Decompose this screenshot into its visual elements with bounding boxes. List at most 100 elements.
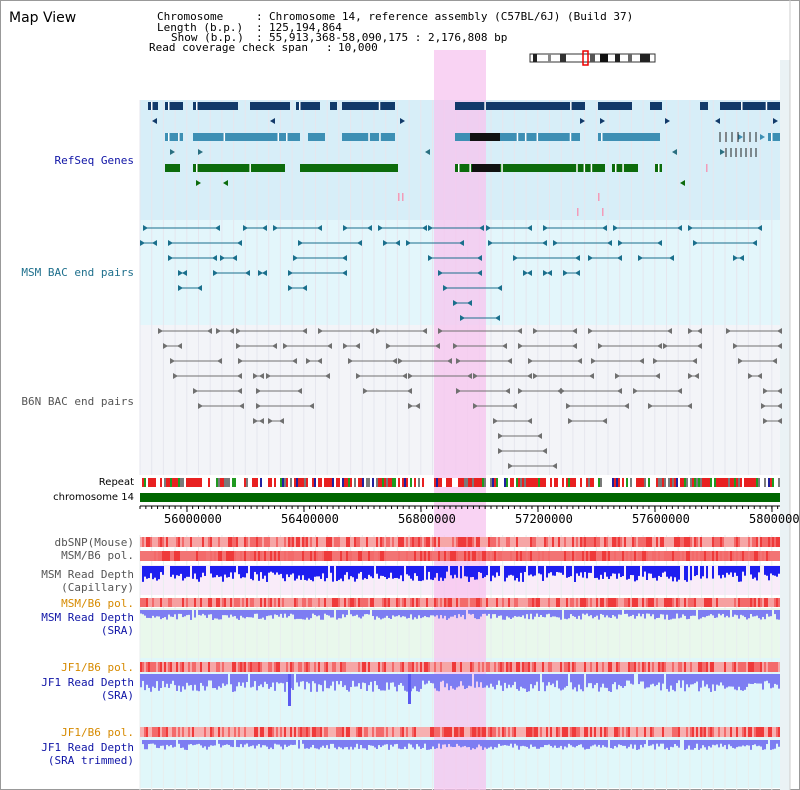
read-depth-bar — [620, 610, 622, 615]
read-depth-bar — [466, 566, 468, 577]
track-label-msm-depth-capillary[interactable]: MSM Read Depth — [41, 568, 134, 581]
polymorphism-segment — [554, 727, 556, 737]
track-label-dbsnp[interactable]: dbSNP(Mouse) — [54, 536, 134, 549]
read-depth-bar — [298, 674, 300, 687]
polymorphism-segment — [290, 537, 292, 547]
read-depth-bar — [504, 610, 506, 620]
repeat-segment — [198, 478, 200, 487]
read-depth-bar — [656, 674, 658, 685]
polymorphism-segment — [240, 598, 242, 607]
polymorphism-segment — [512, 598, 514, 607]
polymorphism-segment — [578, 662, 580, 672]
read-depth-bar — [618, 566, 620, 574]
polymorphism-segment — [698, 662, 700, 672]
read-depth-bar — [754, 740, 756, 745]
polymorphism-segment — [452, 662, 454, 672]
read-depth-bar — [432, 610, 434, 616]
read-depth-bar — [702, 674, 704, 681]
polymorphism-segment — [204, 727, 206, 737]
read-depth-bar — [558, 610, 560, 618]
polymorphism-segment — [692, 662, 694, 672]
track-label-jf1-depth[interactable]: JF1 Read Depth — [41, 676, 134, 689]
read-depth-bar — [366, 674, 368, 691]
track-label-msm-depth-sra[interactable]: MSM Read Depth — [41, 611, 134, 624]
polymorphism-segment — [216, 727, 218, 737]
read-depth-bar — [174, 740, 176, 747]
polymorphism-segment — [438, 598, 440, 607]
right-margin — [780, 60, 790, 790]
polymorphism-segment — [392, 727, 394, 737]
read-depth-bar — [478, 610, 480, 620]
read-depth-bar — [488, 740, 490, 748]
track-label-jf1-b6-pol-trimmed[interactable]: JF1/B6 pol. — [61, 726, 134, 739]
read-depth-bar — [170, 566, 172, 577]
read-depth-bar — [142, 566, 144, 582]
polymorphism-segment — [742, 727, 744, 737]
polymorphism-segment — [522, 727, 524, 737]
polymorphism-segment — [528, 551, 530, 561]
polymorphism-segment — [742, 598, 744, 607]
track-label-jf1-b6-pol[interactable]: JF1/B6 pol. — [61, 661, 134, 674]
track-label-jf1-depth-trimmed[interactable]: JF1 Read Depth — [41, 741, 134, 754]
track-label-b6n-bac[interactable]: B6N BAC end pairs — [21, 395, 134, 408]
read-depth-bar — [144, 674, 146, 691]
track-label-msm-b6-pol[interactable]: MSM/B6 pol. — [61, 549, 134, 562]
gene-strand-arrow — [270, 118, 275, 124]
read-depth-bar — [474, 566, 476, 580]
polymorphism-segment — [702, 727, 704, 737]
polymorphism-segment — [494, 537, 496, 547]
read-depth-bar — [630, 674, 632, 684]
read-depth-bar — [306, 740, 308, 749]
polymorphism-segment — [338, 598, 340, 607]
read-depth-bar — [470, 566, 472, 578]
polymorphism-segment — [200, 537, 202, 547]
polymorphism-segment — [670, 727, 672, 737]
gene-exon-gap — [196, 164, 198, 172]
polymorphism-segment — [254, 551, 256, 561]
bac-end-arrow — [383, 240, 388, 246]
read-depth-bar — [526, 610, 528, 615]
read-depth-bar — [360, 674, 362, 689]
repeat-segment — [380, 478, 382, 487]
read-depth-bar — [352, 610, 354, 617]
read-depth-bar — [736, 610, 738, 616]
read-depth-bar — [326, 566, 328, 579]
bac-end-arrow — [591, 358, 596, 364]
repeat-segment — [288, 478, 290, 487]
repeat-segment — [484, 478, 486, 487]
polymorphism-segment — [598, 551, 600, 561]
read-depth-bar — [756, 610, 758, 616]
read-depth-bar — [190, 674, 192, 686]
polymorphism-segment — [652, 727, 654, 737]
polymorphism-segment — [466, 598, 468, 607]
read-depth-bar — [152, 610, 154, 616]
read-depth-bar — [580, 566, 582, 573]
polymorphism-segment — [502, 662, 504, 672]
repeat-segment — [570, 478, 572, 487]
repeat-segment — [634, 478, 636, 487]
read-depth-bar — [592, 674, 594, 689]
polymorphism-segment — [150, 551, 152, 561]
read-depth-bar — [604, 566, 606, 573]
read-depth-bar — [330, 740, 332, 744]
track-label-msm-bac[interactable]: MSM BAC end pairs — [21, 266, 134, 279]
read-depth-bar — [508, 674, 510, 685]
track-label-refseq-genes[interactable]: RefSeq Genes — [54, 154, 134, 167]
read-depth-bar — [480, 566, 482, 573]
read-depth-bar — [206, 610, 208, 618]
polymorphism-segment — [364, 537, 366, 547]
read-depth-bar — [338, 740, 340, 747]
read-depth-bar — [334, 674, 336, 691]
read-depth-bar — [292, 674, 294, 690]
read-depth-bar — [658, 610, 660, 618]
read-depth-bar — [344, 610, 346, 618]
polymorphism-segment — [496, 727, 498, 737]
polymorphism-segment — [482, 551, 484, 561]
polymorphism-segment — [444, 727, 446, 737]
polymorphism-segment — [500, 598, 502, 607]
gene-exon-gap — [658, 164, 660, 172]
bac-end-arrow — [253, 373, 258, 379]
repeat-segment — [662, 478, 664, 487]
track-label-msm-b6-pol-sra[interactable]: MSM/B6 pol. — [61, 597, 134, 610]
polymorphism-segment — [400, 551, 402, 561]
